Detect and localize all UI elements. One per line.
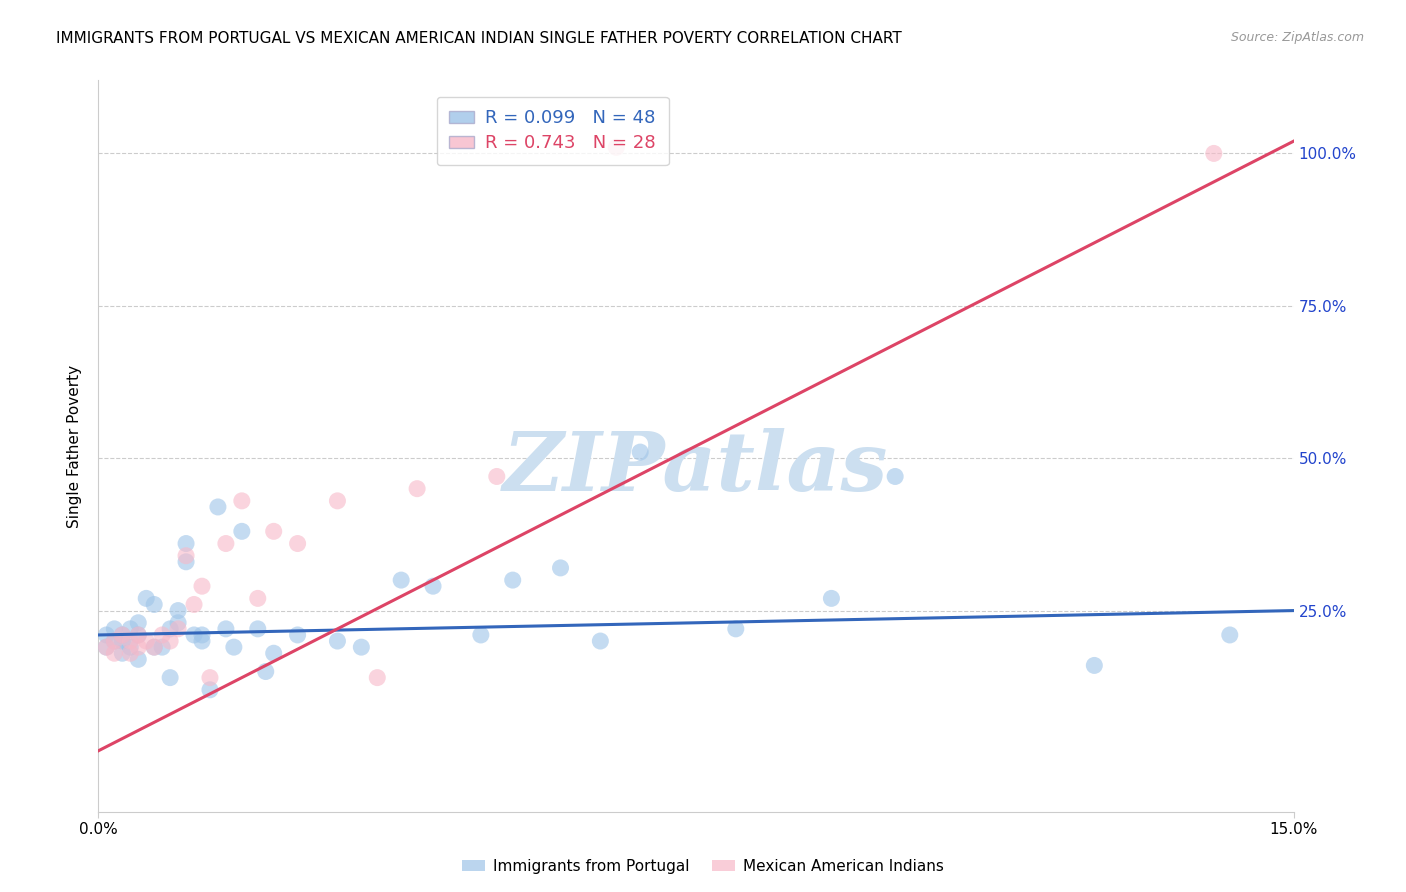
Point	[207, 500, 229, 514]
Point	[150, 640, 173, 655]
Point	[174, 555, 197, 569]
Point	[215, 622, 238, 636]
Point	[366, 671, 388, 685]
Point	[183, 628, 205, 642]
Text: Source: ZipAtlas.com: Source: ZipAtlas.com	[1230, 31, 1364, 45]
Legend: R = 0.099   N = 48, R = 0.743   N = 28: R = 0.099 N = 48, R = 0.743 N = 28	[436, 96, 669, 165]
Y-axis label: Single Father Poverty: Single Father Poverty	[67, 365, 83, 527]
Point	[550, 561, 572, 575]
Point	[326, 634, 349, 648]
Point	[191, 579, 214, 593]
Point	[326, 494, 349, 508]
Point	[111, 634, 134, 648]
Point	[127, 628, 149, 642]
Point	[120, 634, 142, 648]
Point	[724, 622, 747, 636]
Point	[96, 628, 118, 642]
Point	[422, 579, 444, 593]
Point	[263, 646, 285, 660]
Point	[127, 615, 149, 630]
Point	[589, 634, 612, 648]
Point	[605, 140, 627, 154]
Point	[287, 628, 309, 642]
Point	[246, 622, 269, 636]
Point	[103, 634, 125, 648]
Point	[820, 591, 842, 606]
Point	[135, 634, 157, 648]
Point	[143, 640, 166, 655]
Point	[350, 640, 373, 655]
Point	[143, 640, 166, 655]
Point	[628, 445, 651, 459]
Point	[159, 634, 181, 648]
Point	[127, 652, 149, 666]
Point	[231, 524, 253, 539]
Point	[103, 622, 125, 636]
Point	[215, 536, 238, 550]
Point	[183, 598, 205, 612]
Point	[150, 628, 173, 642]
Point	[120, 640, 142, 655]
Point	[198, 671, 221, 685]
Point	[120, 646, 142, 660]
Point	[191, 634, 214, 648]
Point	[191, 628, 214, 642]
Point	[1219, 628, 1241, 642]
Point	[1202, 146, 1225, 161]
Point	[167, 615, 190, 630]
Point	[485, 469, 508, 483]
Point	[96, 640, 118, 655]
Point	[287, 536, 309, 550]
Point	[111, 646, 134, 660]
Point	[470, 628, 492, 642]
Point	[246, 591, 269, 606]
Point	[198, 682, 221, 697]
Point	[120, 622, 142, 636]
Legend: Immigrants from Portugal, Mexican American Indians: Immigrants from Portugal, Mexican Americ…	[456, 853, 950, 880]
Point	[222, 640, 245, 655]
Point	[263, 524, 285, 539]
Point	[111, 628, 134, 642]
Point	[127, 640, 149, 655]
Point	[143, 598, 166, 612]
Point	[174, 549, 197, 563]
Point	[1083, 658, 1105, 673]
Point	[159, 622, 181, 636]
Point	[103, 646, 125, 660]
Point	[167, 622, 190, 636]
Point	[159, 671, 181, 685]
Point	[96, 640, 118, 655]
Text: ZIPatlas: ZIPatlas	[503, 428, 889, 508]
Text: IMMIGRANTS FROM PORTUGAL VS MEXICAN AMERICAN INDIAN SINGLE FATHER POVERTY CORREL: IMMIGRANTS FROM PORTUGAL VS MEXICAN AMER…	[56, 31, 903, 46]
Point	[135, 591, 157, 606]
Point	[254, 665, 277, 679]
Point	[167, 604, 190, 618]
Point	[884, 469, 907, 483]
Point	[111, 628, 134, 642]
Point	[502, 573, 524, 587]
Point	[406, 482, 429, 496]
Point	[174, 536, 197, 550]
Point	[103, 634, 125, 648]
Point	[231, 494, 253, 508]
Point	[127, 628, 149, 642]
Point	[389, 573, 412, 587]
